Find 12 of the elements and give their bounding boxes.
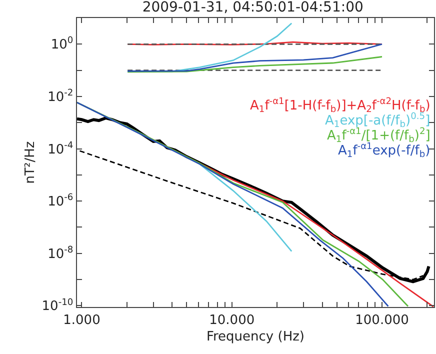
chart-title: 2009-01-31, 04:50:01-04:51:00: [142, 0, 364, 16]
x-axis-title: Frequency (Hz): [206, 329, 305, 344]
y-axis-title: nT²/Hz: [22, 141, 38, 184]
y-tick-label: 10$^{-2}$: [48, 88, 74, 106]
y-tick-label: 10$^{-8}$: [48, 245, 74, 262]
x-tick-label: 100.000: [355, 312, 409, 328]
y-tick-label: 10$^{-10}$: [42, 298, 74, 314]
x-tick-label: 1.000: [63, 312, 100, 328]
y-tick-label: 10$^{-6}$: [48, 193, 74, 210]
y-tick-label: 10$^{0}$: [50, 36, 74, 53]
y-tick-label: 10$^{-4}$: [48, 140, 74, 158]
x-tick-label: 10.000: [209, 312, 255, 328]
